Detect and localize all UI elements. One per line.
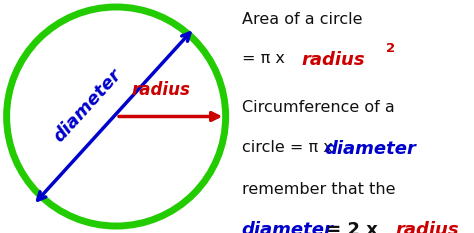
Text: radius: radius xyxy=(132,81,191,99)
Text: radius: radius xyxy=(301,51,365,69)
Text: diameter: diameter xyxy=(325,140,417,158)
Text: circle = π x: circle = π x xyxy=(242,140,337,155)
Text: diameter: diameter xyxy=(50,66,125,146)
Text: = π x: = π x xyxy=(242,51,290,66)
Text: Area of a circle: Area of a circle xyxy=(242,12,362,27)
Text: = 2 x: = 2 x xyxy=(320,221,384,233)
Text: 2: 2 xyxy=(386,42,395,55)
Text: diameter: diameter xyxy=(242,221,334,233)
Text: remember that the: remember that the xyxy=(242,182,395,197)
Text: radius: radius xyxy=(396,221,459,233)
Text: Circumference of a: Circumference of a xyxy=(242,100,394,115)
